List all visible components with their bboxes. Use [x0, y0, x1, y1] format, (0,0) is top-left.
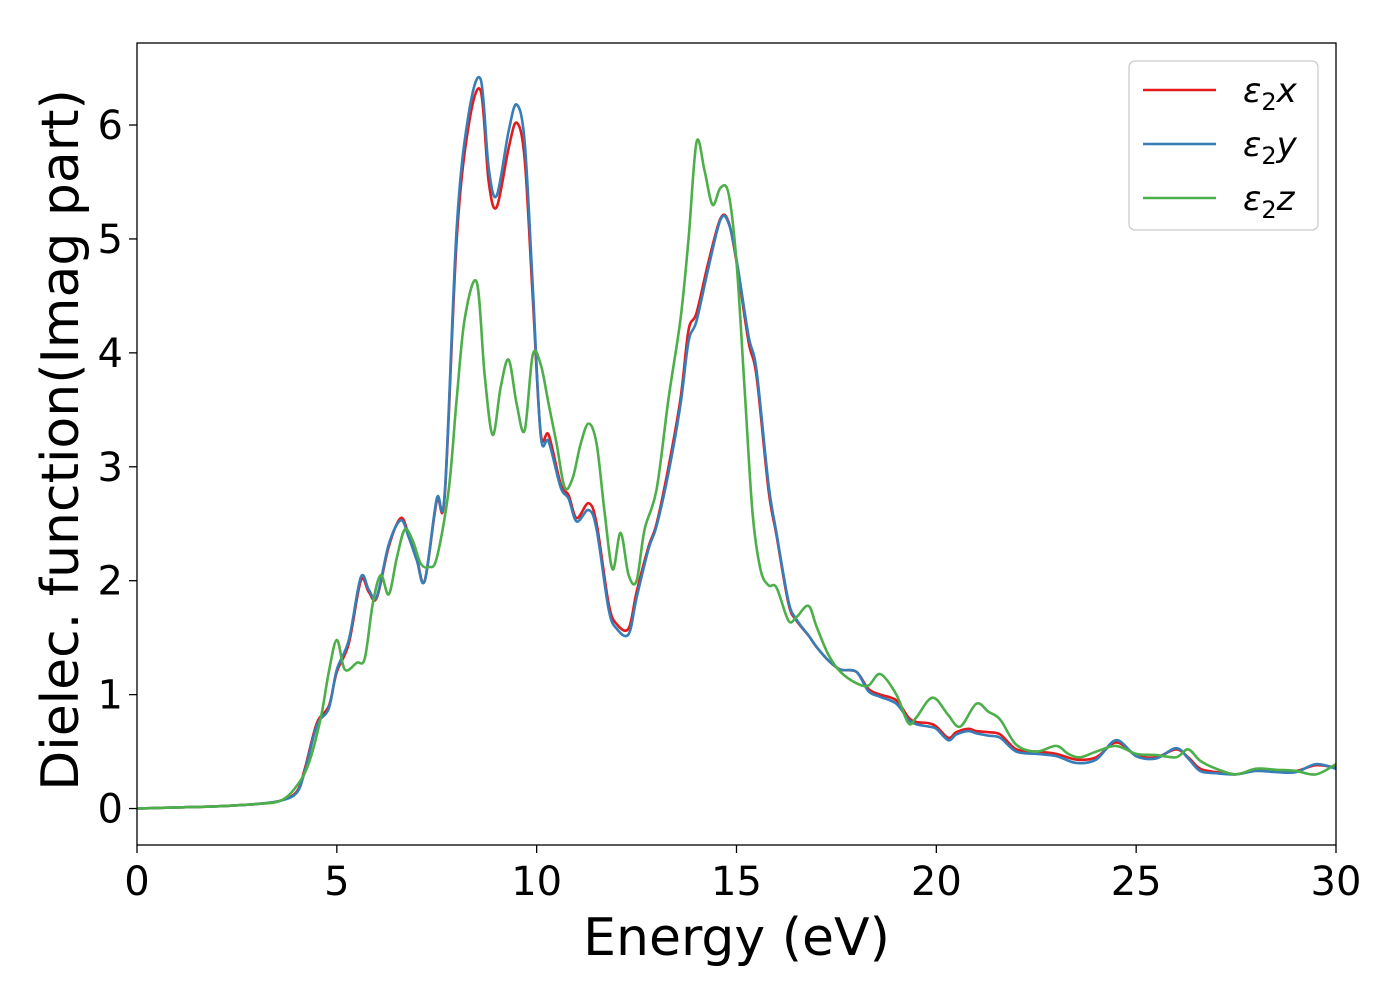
legend-label-z: ε2z: [1243, 179, 1296, 224]
y-tick-label: 0: [98, 787, 123, 833]
series-line-z: [137, 138, 1336, 810]
y-tick-label: 6: [98, 103, 123, 149]
x-tick-label: 20: [911, 859, 962, 905]
legend: ε2x ε2y ε2z: [1128, 60, 1319, 231]
y-tick-label: 2: [98, 559, 123, 605]
legend-box: [1128, 60, 1319, 231]
series-lines-layer: [137, 75, 1336, 810]
x-tick-label: 10: [511, 859, 562, 905]
y-tick-label: 4: [98, 331, 123, 377]
y-tick-label: 1: [98, 673, 123, 719]
x-axis-label: Energy (eV): [583, 908, 890, 968]
series-line-y: [137, 75, 1336, 810]
y-tick-label: 3: [98, 445, 123, 491]
x-tick-label: 5: [324, 859, 349, 905]
y-axis-label: Dielec. function(Imag part): [31, 89, 91, 791]
legend-label-y: ε2y: [1243, 125, 1298, 170]
x-tick-label: 25: [1111, 859, 1162, 905]
legend-label-x: ε2x: [1243, 71, 1298, 116]
x-tick-label: 15: [711, 859, 762, 905]
y-tick-label: 5: [98, 217, 123, 263]
x-tick-label: 0: [124, 859, 149, 905]
axis-ticks-layer: 0 5 10 15 20 25 30 0 1 2 3 4 5 6: [98, 103, 1362, 905]
x-tick-label: 30: [1311, 859, 1362, 905]
